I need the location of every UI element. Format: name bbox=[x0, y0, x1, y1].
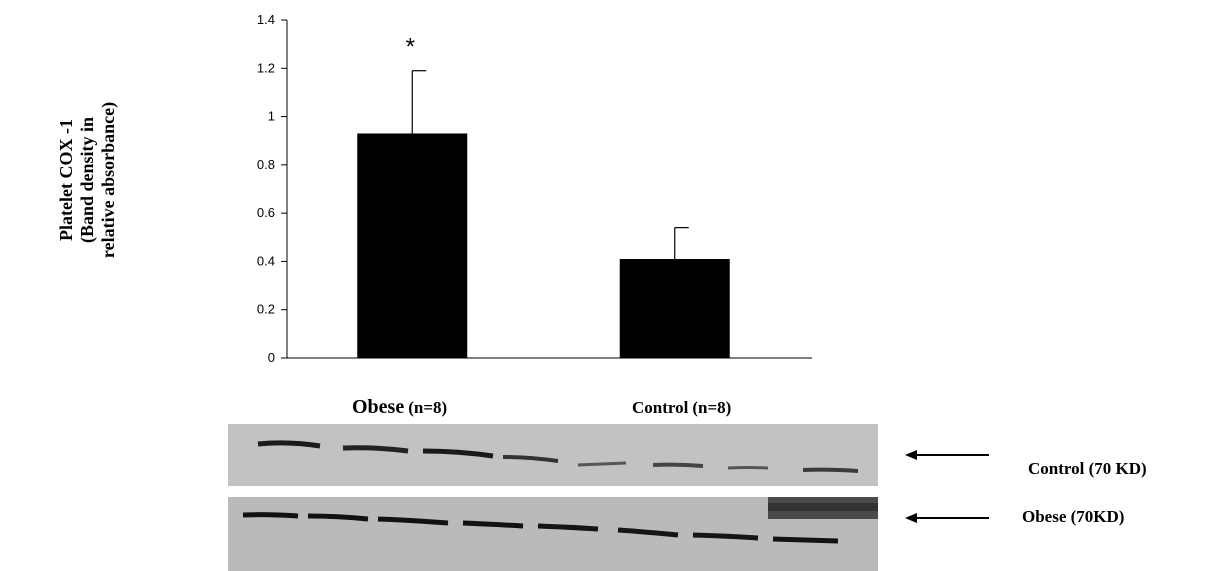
band-obese-7 bbox=[692, 532, 759, 541]
y-axis-label-svg: Platelet COX -1 (Band density in relativ… bbox=[56, 102, 119, 258]
y-axis-label: Platelet COX -1 (Band density in relativ… bbox=[30, 50, 150, 310]
band-control-5 bbox=[577, 461, 627, 467]
band-obese-5 bbox=[537, 523, 599, 532]
category-name-control: Control bbox=[632, 398, 689, 417]
category-n-control: (n=8) bbox=[692, 398, 732, 417]
band-obese-2 bbox=[307, 513, 369, 522]
band-obese-4 bbox=[462, 520, 524, 529]
arrow-obese bbox=[905, 513, 989, 523]
ylabel-line-2: (Band density in bbox=[77, 117, 98, 243]
significance-asterisk: * bbox=[406, 34, 415, 61]
ylabel-line-3: relative absorbance) bbox=[98, 102, 119, 258]
y-tick-label: 0.8 bbox=[257, 157, 275, 172]
ylabel-line-1: Platelet COX -1 bbox=[56, 119, 76, 241]
blot-strip-obese bbox=[228, 497, 878, 571]
band-control-3 bbox=[422, 448, 494, 459]
category-label-obese: Obese (n=8) bbox=[352, 396, 447, 419]
band-label-control: Control (70 KD) bbox=[1028, 459, 1147, 478]
y-tick-label: 1.4 bbox=[257, 12, 275, 27]
bars bbox=[357, 133, 730, 358]
category-n-obese: (n=8) bbox=[408, 398, 448, 417]
bar-obese bbox=[357, 133, 468, 358]
arrow-control bbox=[905, 450, 989, 460]
band-obese-3 bbox=[377, 516, 449, 526]
bar-control bbox=[619, 259, 730, 358]
y-tick-label: 0.2 bbox=[257, 302, 275, 317]
band-label-obese: Obese (70KD) bbox=[1022, 507, 1125, 526]
band-obese-1 bbox=[242, 512, 299, 519]
band-control-8 bbox=[802, 467, 859, 473]
band-control-1 bbox=[257, 440, 321, 449]
y-tick-label: 0 bbox=[268, 350, 275, 365]
y-tick-label: 1 bbox=[268, 109, 275, 124]
band-control-2 bbox=[342, 445, 409, 454]
band-control-7 bbox=[727, 466, 769, 470]
band-control-6 bbox=[652, 462, 704, 468]
band-obese-8 bbox=[772, 536, 839, 544]
y-tick-label: 0.4 bbox=[257, 253, 275, 268]
y-tick-label: 1.2 bbox=[257, 60, 275, 75]
error-bars bbox=[411, 70, 689, 260]
category-name-obese: Obese bbox=[352, 396, 405, 418]
blot-strip-control bbox=[228, 424, 878, 486]
category-label-control: Control (n=8) bbox=[632, 398, 731, 418]
y-ticks: 0 0.2 0.4 0.6 0.8 1 1.2 1.4 bbox=[257, 12, 287, 365]
band-control-4 bbox=[502, 455, 559, 463]
annotations: * bbox=[406, 34, 415, 61]
band-obese-6 bbox=[617, 527, 679, 538]
y-tick-label: 0.6 bbox=[257, 205, 275, 220]
